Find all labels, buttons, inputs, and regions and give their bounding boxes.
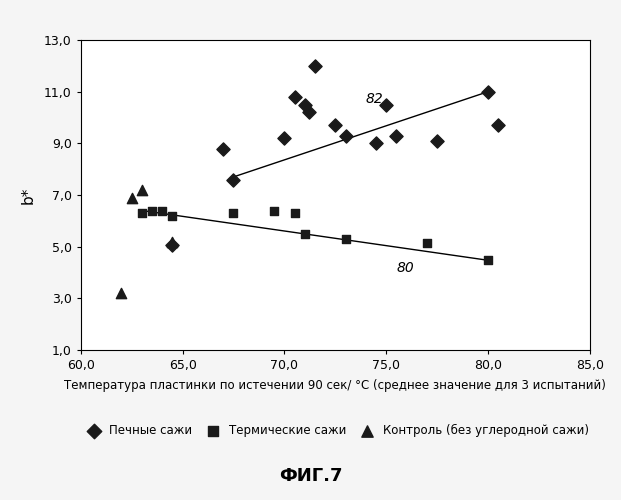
Контроль (без углеродной сажи) [137,186,147,194]
Печные сажи [483,88,493,96]
Печные сажи [289,93,299,101]
Термические сажи [340,235,350,243]
Печные сажи [304,108,314,116]
Text: 82: 82 [366,92,384,106]
Термические сажи [270,206,279,214]
Печные сажи [279,134,289,142]
Печные сажи [493,122,503,130]
Термические сажи [229,209,238,217]
Печные сажи [310,62,320,70]
Y-axis label: b*: b* [20,186,35,204]
Контроль (без углеродной сажи) [168,238,178,246]
Печные сажи [381,100,391,108]
Legend: Печные сажи, Термические сажи, Контроль (без углеродной сажи): Печные сажи, Термические сажи, Контроль … [82,424,589,437]
Термические сажи [300,230,310,238]
Печные сажи [432,137,442,145]
Термические сажи [137,209,147,217]
Печные сажи [371,140,381,147]
Печные сажи [219,144,229,152]
Печные сажи [168,242,178,250]
Термические сажи [147,206,157,214]
Печные сажи [330,122,340,130]
Печные сажи [340,132,350,140]
X-axis label: Температура пластинки по истечении 90 сек/ °С (среднее значение для 3 испытаний): Температура пластинки по истечении 90 се… [65,379,606,392]
Печные сажи [391,132,401,140]
Термические сажи [289,209,299,217]
Контроль (без углеродной сажи) [117,289,127,297]
Термические сажи [157,206,167,214]
Контроль (без углеродной сажи) [127,194,137,202]
Text: ФИГ.7: ФИГ.7 [279,467,342,485]
Термические сажи [168,212,178,220]
Термические сажи [483,256,493,264]
Термические сажи [422,239,432,247]
Печные сажи [300,100,310,108]
Печные сажи [229,176,238,184]
Text: 80: 80 [396,262,414,276]
